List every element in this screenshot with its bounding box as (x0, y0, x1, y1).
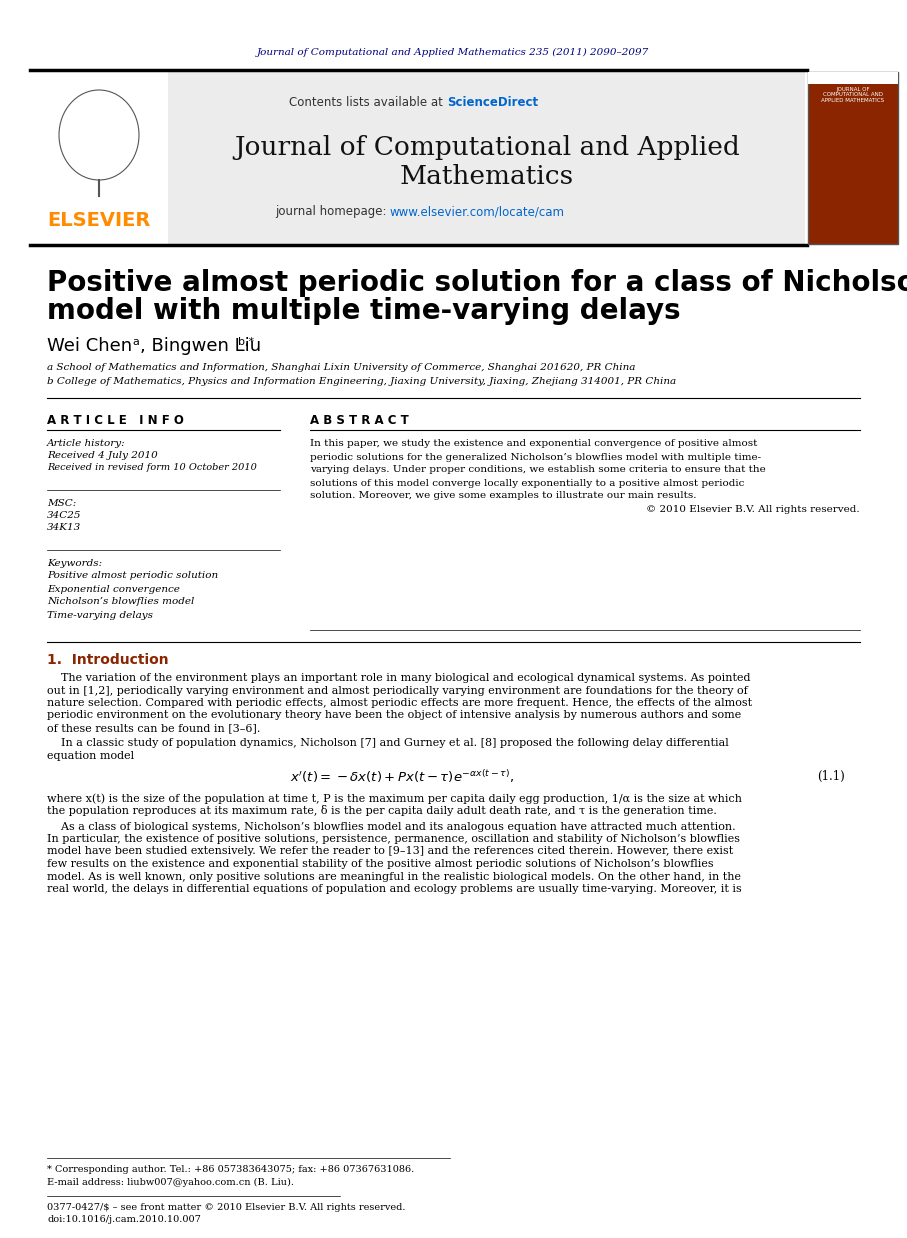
Text: solution. Moreover, we give some examples to illustrate our main results.: solution. Moreover, we give some example… (310, 491, 697, 500)
Text: Article history:: Article history: (47, 439, 126, 448)
Text: Positive almost periodic solution for a class of Nicholson’s blowflies: Positive almost periodic solution for a … (47, 269, 907, 297)
Text: model have been studied extensively. We refer the reader to [9–13] and the refer: model have been studied extensively. We … (47, 847, 733, 857)
Text: nature selection. Compared with periodic effects, almost periodic effects are mo: nature selection. Compared with periodic… (47, 698, 752, 708)
Text: of these results can be found in [3–6].: of these results can be found in [3–6]. (47, 723, 260, 733)
Text: model. As is well known, only positive solutions are meaningful in the realistic: model. As is well known, only positive s… (47, 872, 741, 881)
Text: ScienceDirect: ScienceDirect (447, 97, 538, 109)
Text: Positive almost periodic solution: Positive almost periodic solution (47, 572, 218, 581)
Text: real world, the delays in differential equations of population and ecology probl: real world, the delays in differential e… (47, 884, 742, 894)
Text: model with multiple time-varying delays: model with multiple time-varying delays (47, 297, 680, 326)
Text: journal homepage:: journal homepage: (275, 206, 390, 218)
Text: Nicholson’s blowflies model: Nicholson’s blowflies model (47, 598, 194, 607)
Text: Exponential convergence: Exponential convergence (47, 584, 180, 593)
Text: doi:10.1016/j.cam.2010.10.007: doi:10.1016/j.cam.2010.10.007 (47, 1214, 200, 1223)
Text: A B S T R A C T: A B S T R A C T (310, 413, 409, 427)
Text: where x(t) is the size of the population at time t, P is the maximum per capita : where x(t) is the size of the population… (47, 794, 742, 803)
Text: $x'(t) = -\delta x(t) + Px(t - \tau)e^{-\alpha x(t-\tau)},$: $x'(t) = -\delta x(t) + Px(t - \tau)e^{-… (290, 768, 514, 785)
Text: MSC:: MSC: (47, 499, 76, 508)
Text: Received in revised form 10 October 2010: Received in revised form 10 October 2010 (47, 463, 257, 473)
Text: 34C25: 34C25 (47, 510, 82, 520)
Text: a School of Mathematics and Information, Shanghai Lixin University of Commerce, : a School of Mathematics and Information,… (47, 364, 636, 373)
FancyBboxPatch shape (808, 72, 898, 244)
Text: Time-varying delays: Time-varying delays (47, 610, 153, 619)
Text: JOURNAL OF
COMPUTATIONAL AND
APPLIED MATHEMATICS: JOURNAL OF COMPUTATIONAL AND APPLIED MAT… (822, 87, 884, 103)
Text: periodic environment on the evolutionary theory have been the object of intensiv: periodic environment on the evolutionary… (47, 711, 741, 721)
Text: out in [1,2], periodically varying environment and almost periodically varying e: out in [1,2], periodically varying envir… (47, 686, 747, 696)
Text: Journal of Computational and Applied Mathematics 235 (2011) 2090–2097: Journal of Computational and Applied Mat… (257, 47, 649, 57)
FancyBboxPatch shape (808, 72, 898, 84)
Text: As a class of biological systems, Nicholson’s blowflies model and its analogous : As a class of biological systems, Nichol… (47, 822, 736, 832)
Text: Received 4 July 2010: Received 4 July 2010 (47, 452, 158, 461)
Text: Contents lists available at: Contents lists available at (289, 97, 447, 109)
Text: 1.  Introduction: 1. Introduction (47, 652, 169, 667)
Text: few results on the existence and exponential stability of the positive almost pe: few results on the existence and exponen… (47, 859, 714, 869)
Text: a: a (132, 337, 139, 347)
Text: b,*: b,* (238, 337, 254, 347)
Text: Keywords:: Keywords: (47, 558, 102, 567)
Text: E-mail address: liubw007@yahoo.com.cn (B. Liu).: E-mail address: liubw007@yahoo.com.cn (B… (47, 1177, 294, 1186)
Text: www.elsevier.com/locate/cam: www.elsevier.com/locate/cam (390, 206, 565, 218)
Text: In this paper, we study the existence and exponential convergence of positive al: In this paper, we study the existence an… (310, 439, 757, 448)
Text: solutions of this model converge locally exponentially to a positive almost peri: solutions of this model converge locally… (310, 479, 745, 488)
Text: ELSEVIER: ELSEVIER (47, 210, 151, 229)
Text: © 2010 Elsevier B.V. All rights reserved.: © 2010 Elsevier B.V. All rights reserved… (647, 505, 860, 514)
Text: equation model: equation model (47, 751, 134, 761)
FancyBboxPatch shape (168, 72, 805, 244)
Text: b College of Mathematics, Physics and Information Engineering, Jiaxing Universit: b College of Mathematics, Physics and In… (47, 378, 676, 386)
Text: , Bingwen Liu: , Bingwen Liu (140, 337, 261, 355)
Text: 34K13: 34K13 (47, 524, 82, 532)
Text: periodic solutions for the generalized Nicholson’s blowflies model with multiple: periodic solutions for the generalized N… (310, 453, 761, 462)
Text: The variation of the environment plays an important role in many biological and : The variation of the environment plays a… (47, 673, 750, 683)
Text: varying delays. Under proper conditions, we establish some criteria to ensure th: varying delays. Under proper conditions,… (310, 465, 766, 474)
Text: A R T I C L E   I N F O: A R T I C L E I N F O (47, 413, 184, 427)
Text: * Corresponding author. Tel.: +86 057383643075; fax: +86 07367631086.: * Corresponding author. Tel.: +86 057383… (47, 1165, 414, 1175)
Text: In a classic study of population dynamics, Nicholson [7] and Gurney et al. [8] p: In a classic study of population dynamic… (47, 739, 728, 749)
Text: Wei Chen: Wei Chen (47, 337, 132, 355)
Text: Journal of Computational and Applied: Journal of Computational and Applied (234, 135, 740, 161)
Text: (1.1): (1.1) (817, 770, 845, 782)
Text: the population reproduces at its maximum rate, δ is the per capita daily adult d: the population reproduces at its maximum… (47, 806, 717, 817)
Text: Mathematics: Mathematics (400, 165, 574, 189)
Text: In particular, the existence of positive solutions, persistence, permanence, osc: In particular, the existence of positive… (47, 834, 740, 844)
FancyBboxPatch shape (30, 72, 168, 244)
Text: 0377-0427/$ – see front matter © 2010 Elsevier B.V. All rights reserved.: 0377-0427/$ – see front matter © 2010 El… (47, 1202, 405, 1212)
